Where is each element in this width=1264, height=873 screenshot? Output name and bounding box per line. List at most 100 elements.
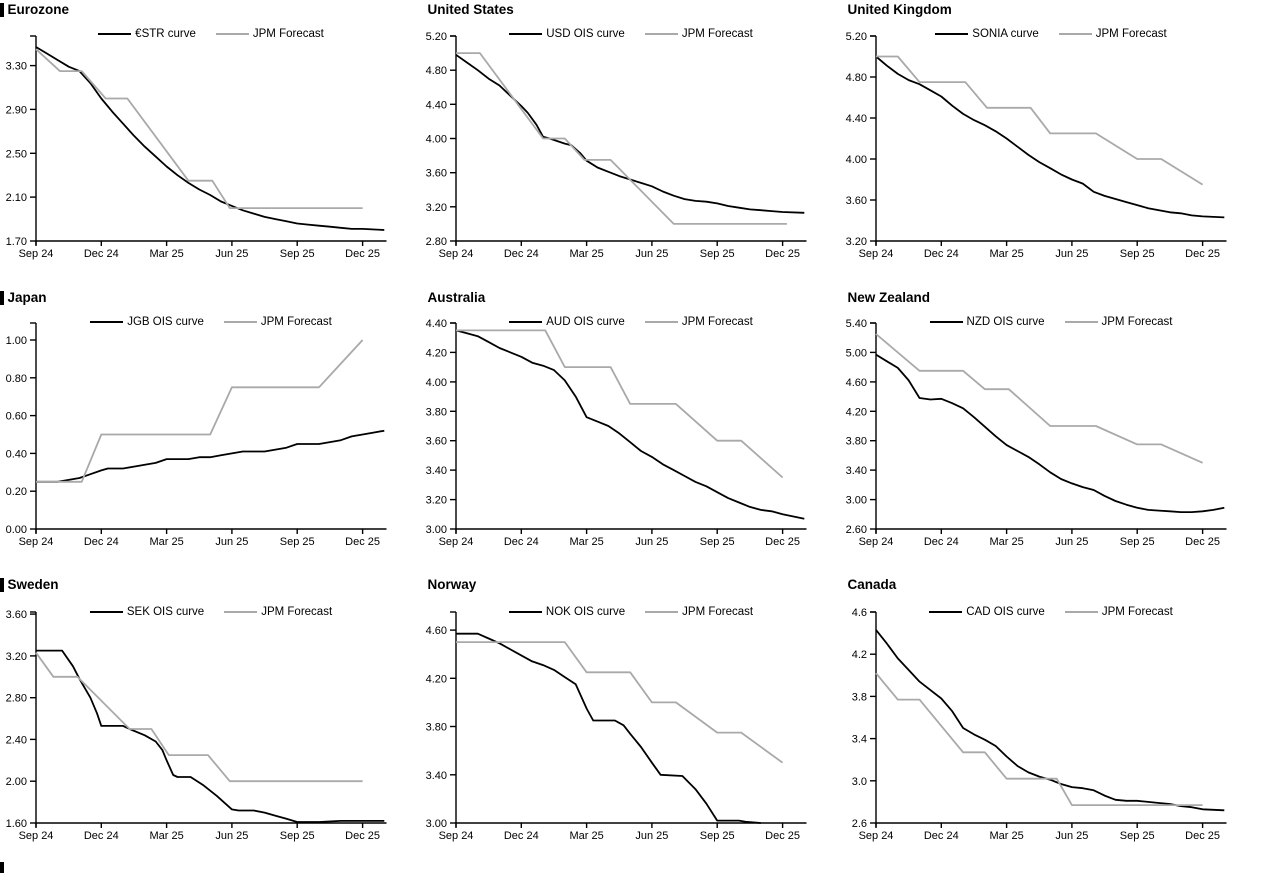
- legend-item-forecast: JPM Forecast: [1058, 28, 1167, 40]
- y-tick-label: 4.60: [846, 377, 867, 389]
- y-tick-label: 4.20: [426, 673, 447, 685]
- y-tick-label: 3.20: [6, 651, 27, 663]
- y-tick-label: 2.90: [6, 104, 27, 116]
- y-tick-label: 4.80: [846, 72, 867, 84]
- y-tick-label: 2.80: [6, 693, 27, 705]
- curve-line: [455, 329, 805, 520]
- y-tick-label: 3.00: [846, 495, 867, 507]
- curve-line: [36, 429, 385, 483]
- chart-title-row: Eurozone: [0, 1, 69, 18]
- x-tick-label: Dec 25: [765, 536, 800, 548]
- curve-line-swatch: [935, 33, 969, 35]
- x-tick-label: Sep 24: [859, 830, 894, 842]
- curve-line: [875, 353, 1225, 514]
- x-tick-label: Dec 24: [84, 536, 119, 548]
- x-tick-label: Sep 25: [700, 830, 735, 842]
- y-tick-label: 3.8: [852, 691, 867, 703]
- legend-item-curve: NOK OIS curve: [508, 606, 626, 618]
- legend-item-curve: AUD OIS curve: [509, 316, 625, 328]
- y-tick-label: 3.40: [426, 465, 447, 477]
- y-tick-label: 0.20: [6, 486, 27, 498]
- legend-curve-label: USD OIS curve: [546, 28, 625, 40]
- forecast-line: [35, 48, 363, 210]
- y-tick-label: 3.80: [426, 722, 447, 734]
- x-tick-label: Dec 24: [84, 830, 119, 842]
- x-tick-label: Mar 25: [149, 536, 183, 548]
- chart-title: Sweden: [7, 577, 59, 592]
- x-tick-label: Sep 25: [280, 248, 315, 260]
- chart-title-row: Canada: [840, 576, 897, 593]
- x-tick-label: Sep 24: [859, 248, 894, 260]
- chart-plot: 1.60 2.00 2.40 2.80 3.20 3.60 Sep 24 Dec 24 Mar …: [6, 609, 387, 842]
- y-tick-label: 3.00: [426, 524, 447, 536]
- legend-item-curve: JGB OIS curve: [90, 316, 204, 328]
- chart-plot: 2.60 3.00 3.40 3.80 4.20 4.60 5.00 5.40 Sep 24 De…: [846, 318, 1227, 548]
- y-tick-label: 3.60: [846, 195, 867, 207]
- legend-item-forecast: JPM Forecast: [1064, 606, 1173, 618]
- chart-legend: SONIA curve JPM Forecast: [876, 27, 1226, 41]
- x-tick-label: Dec 25: [345, 248, 380, 260]
- chart-legend: NOK OIS curve JPM Forecast: [456, 605, 806, 619]
- forecast-line-swatch: [1064, 321, 1098, 323]
- x-tick-label: Jun 25: [215, 536, 248, 548]
- x-tick-label: Sep 25: [1120, 830, 1155, 842]
- legend-item-curve: CAD OIS curve: [929, 606, 1045, 618]
- y-tick-label: 4.00: [426, 377, 447, 389]
- chart-legend: JGB OIS curve JPM Forecast: [36, 315, 386, 329]
- y-tick-label: 0.80: [6, 373, 27, 385]
- legend-item-curve: SEK OIS curve: [89, 606, 204, 618]
- x-tick-label: Mar 25: [149, 248, 183, 260]
- chart-legend: €STR curve JPM Forecast: [36, 27, 386, 41]
- x-tick-label: Dec 24: [504, 248, 539, 260]
- curve-line-swatch: [509, 33, 543, 35]
- chart-title-row: Japan: [0, 289, 47, 306]
- y-tick-label: 1.60: [6, 818, 27, 830]
- chart-cell: 3.20 3.60 4.00 4.40 4.80 5.20 Sep 24 Dec 24 Mar …: [840, 0, 1264, 288]
- x-tick-label: Dec 25: [345, 830, 380, 842]
- curve-line-swatch: [508, 611, 542, 613]
- y-tick-label: 3.80: [426, 406, 447, 418]
- y-tick-label: 3.20: [426, 202, 447, 214]
- x-tick-label: Mar 25: [989, 536, 1023, 548]
- chart-plot: 3.00 3.40 3.80 4.20 4.60 Sep 24 Dec 24 Mar 25 Ju…: [426, 611, 807, 842]
- legend-item-forecast: JPM Forecast: [223, 316, 332, 328]
- chart-title: Eurozone: [7, 2, 70, 17]
- x-tick-label: Dec 25: [1185, 830, 1220, 842]
- y-tick-label: 4.00: [846, 154, 867, 166]
- x-tick-label: Sep 24: [19, 536, 54, 548]
- legend-item-forecast: JPM Forecast: [644, 316, 753, 328]
- x-tick-label: Jun 25: [635, 830, 668, 842]
- y-tick-label: 4.80: [426, 65, 447, 77]
- y-tick-label: 0.00: [6, 524, 27, 536]
- curve-line: [35, 46, 385, 231]
- x-tick-label: Sep 24: [439, 536, 474, 548]
- x-tick-label: Sep 24: [19, 248, 54, 260]
- legend-forecast-label: JPM Forecast: [260, 316, 332, 328]
- forecast-line-swatch: [223, 321, 257, 323]
- x-tick-label: Dec 25: [345, 536, 380, 548]
- y-tick-label: 3.60: [426, 168, 447, 180]
- curve-line: [455, 54, 805, 214]
- y-tick-label: 5.40: [846, 318, 867, 330]
- x-tick-label: Mar 25: [989, 248, 1023, 260]
- chart-plot: 3.00 3.20 3.40 3.60 3.80 4.00 4.20 4.40 Sep 24 De…: [426, 318, 807, 548]
- x-tick-label: Sep 24: [859, 536, 894, 548]
- forecast-line-swatch: [644, 33, 678, 35]
- legend-curve-label: AUD OIS curve: [546, 316, 625, 328]
- chart-cell: 2.80 3.20 3.60 4.00 4.40 4.80 5.20 Sep 24 Dec 24…: [420, 0, 840, 288]
- legend-curve-label: NOK OIS curve: [545, 606, 626, 618]
- chart-cell: 2.6 3.0 3.4 3.8 4.2 4.6 Sep 24 Dec 24 Mar 25 Jun …: [840, 575, 1264, 873]
- chart-title-row: United Kingdom: [840, 1, 952, 18]
- x-tick-label: Sep 24: [439, 830, 474, 842]
- legend-item-curve: NZD OIS curve: [929, 316, 1045, 328]
- curve-line-swatch: [509, 321, 543, 323]
- x-tick-label: Sep 25: [1120, 248, 1155, 260]
- y-tick-label: 3.30: [6, 61, 27, 73]
- legend-item-forecast: JPM Forecast: [1064, 316, 1172, 328]
- chart-title-row: Australia: [420, 289, 486, 306]
- x-tick-label: Jun 25: [1055, 536, 1088, 548]
- forecast-line-swatch: [215, 33, 249, 35]
- y-tick-label: 3.80: [846, 436, 867, 448]
- x-tick-label: Jun 25: [1055, 830, 1088, 842]
